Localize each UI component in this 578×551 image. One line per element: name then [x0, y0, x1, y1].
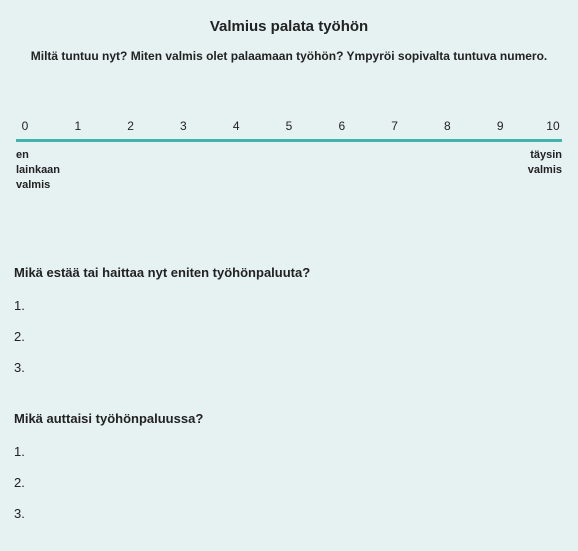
anchor-right: täysin valmis [528, 148, 562, 193]
scale-tick[interactable]: 7 [386, 119, 404, 133]
anchor-left-line: en [16, 148, 60, 163]
question-block-2: Mikä auttaisi työhönpaluussa? 1. 2. 3. [14, 411, 564, 521]
scale-line [16, 139, 562, 142]
list-item: 3. [14, 360, 564, 375]
anchor-left: en lainkaan valmis [16, 148, 60, 193]
readiness-scale: 0 1 2 3 4 5 6 7 8 9 10 en lainkaan valmi… [14, 119, 564, 193]
list-item: 1. [14, 298, 564, 313]
scale-tick[interactable]: 9 [491, 119, 509, 133]
anchor-right-line: täysin [528, 148, 562, 163]
scale-tick[interactable]: 3 [174, 119, 192, 133]
scale-tick[interactable]: 10 [544, 119, 562, 133]
scale-ticks: 0 1 2 3 4 5 6 7 8 9 10 [16, 119, 562, 133]
list-item: 2. [14, 475, 564, 490]
question-block-1: Mikä estää tai haittaa nyt eniten työhön… [14, 265, 564, 375]
page-title: Valmius palata työhön [14, 18, 564, 35]
anchor-left-line: lainkaan [16, 163, 60, 178]
list-item: 2. [14, 329, 564, 344]
scale-tick[interactable]: 5 [280, 119, 298, 133]
scale-tick[interactable]: 1 [69, 119, 87, 133]
anchor-left-line: valmis [16, 178, 60, 193]
instructions: Miltä tuntuu nyt? Miten valmis olet pala… [14, 49, 564, 63]
scale-tick[interactable]: 4 [227, 119, 245, 133]
question-1-text: Mikä estää tai haittaa nyt eniten työhön… [14, 265, 564, 280]
scale-tick[interactable]: 2 [122, 119, 140, 133]
anchor-right-line: valmis [528, 163, 562, 178]
list-item: 3. [14, 506, 564, 521]
scale-tick[interactable]: 0 [16, 119, 34, 133]
scale-anchors: en lainkaan valmis täysin valmis [16, 148, 562, 193]
list-item: 1. [14, 444, 564, 459]
questionnaire-page: Valmius palata työhön Miltä tuntuu nyt? … [0, 0, 578, 551]
scale-tick[interactable]: 6 [333, 119, 351, 133]
question-2-text: Mikä auttaisi työhönpaluussa? [14, 411, 564, 426]
scale-tick[interactable]: 8 [438, 119, 456, 133]
